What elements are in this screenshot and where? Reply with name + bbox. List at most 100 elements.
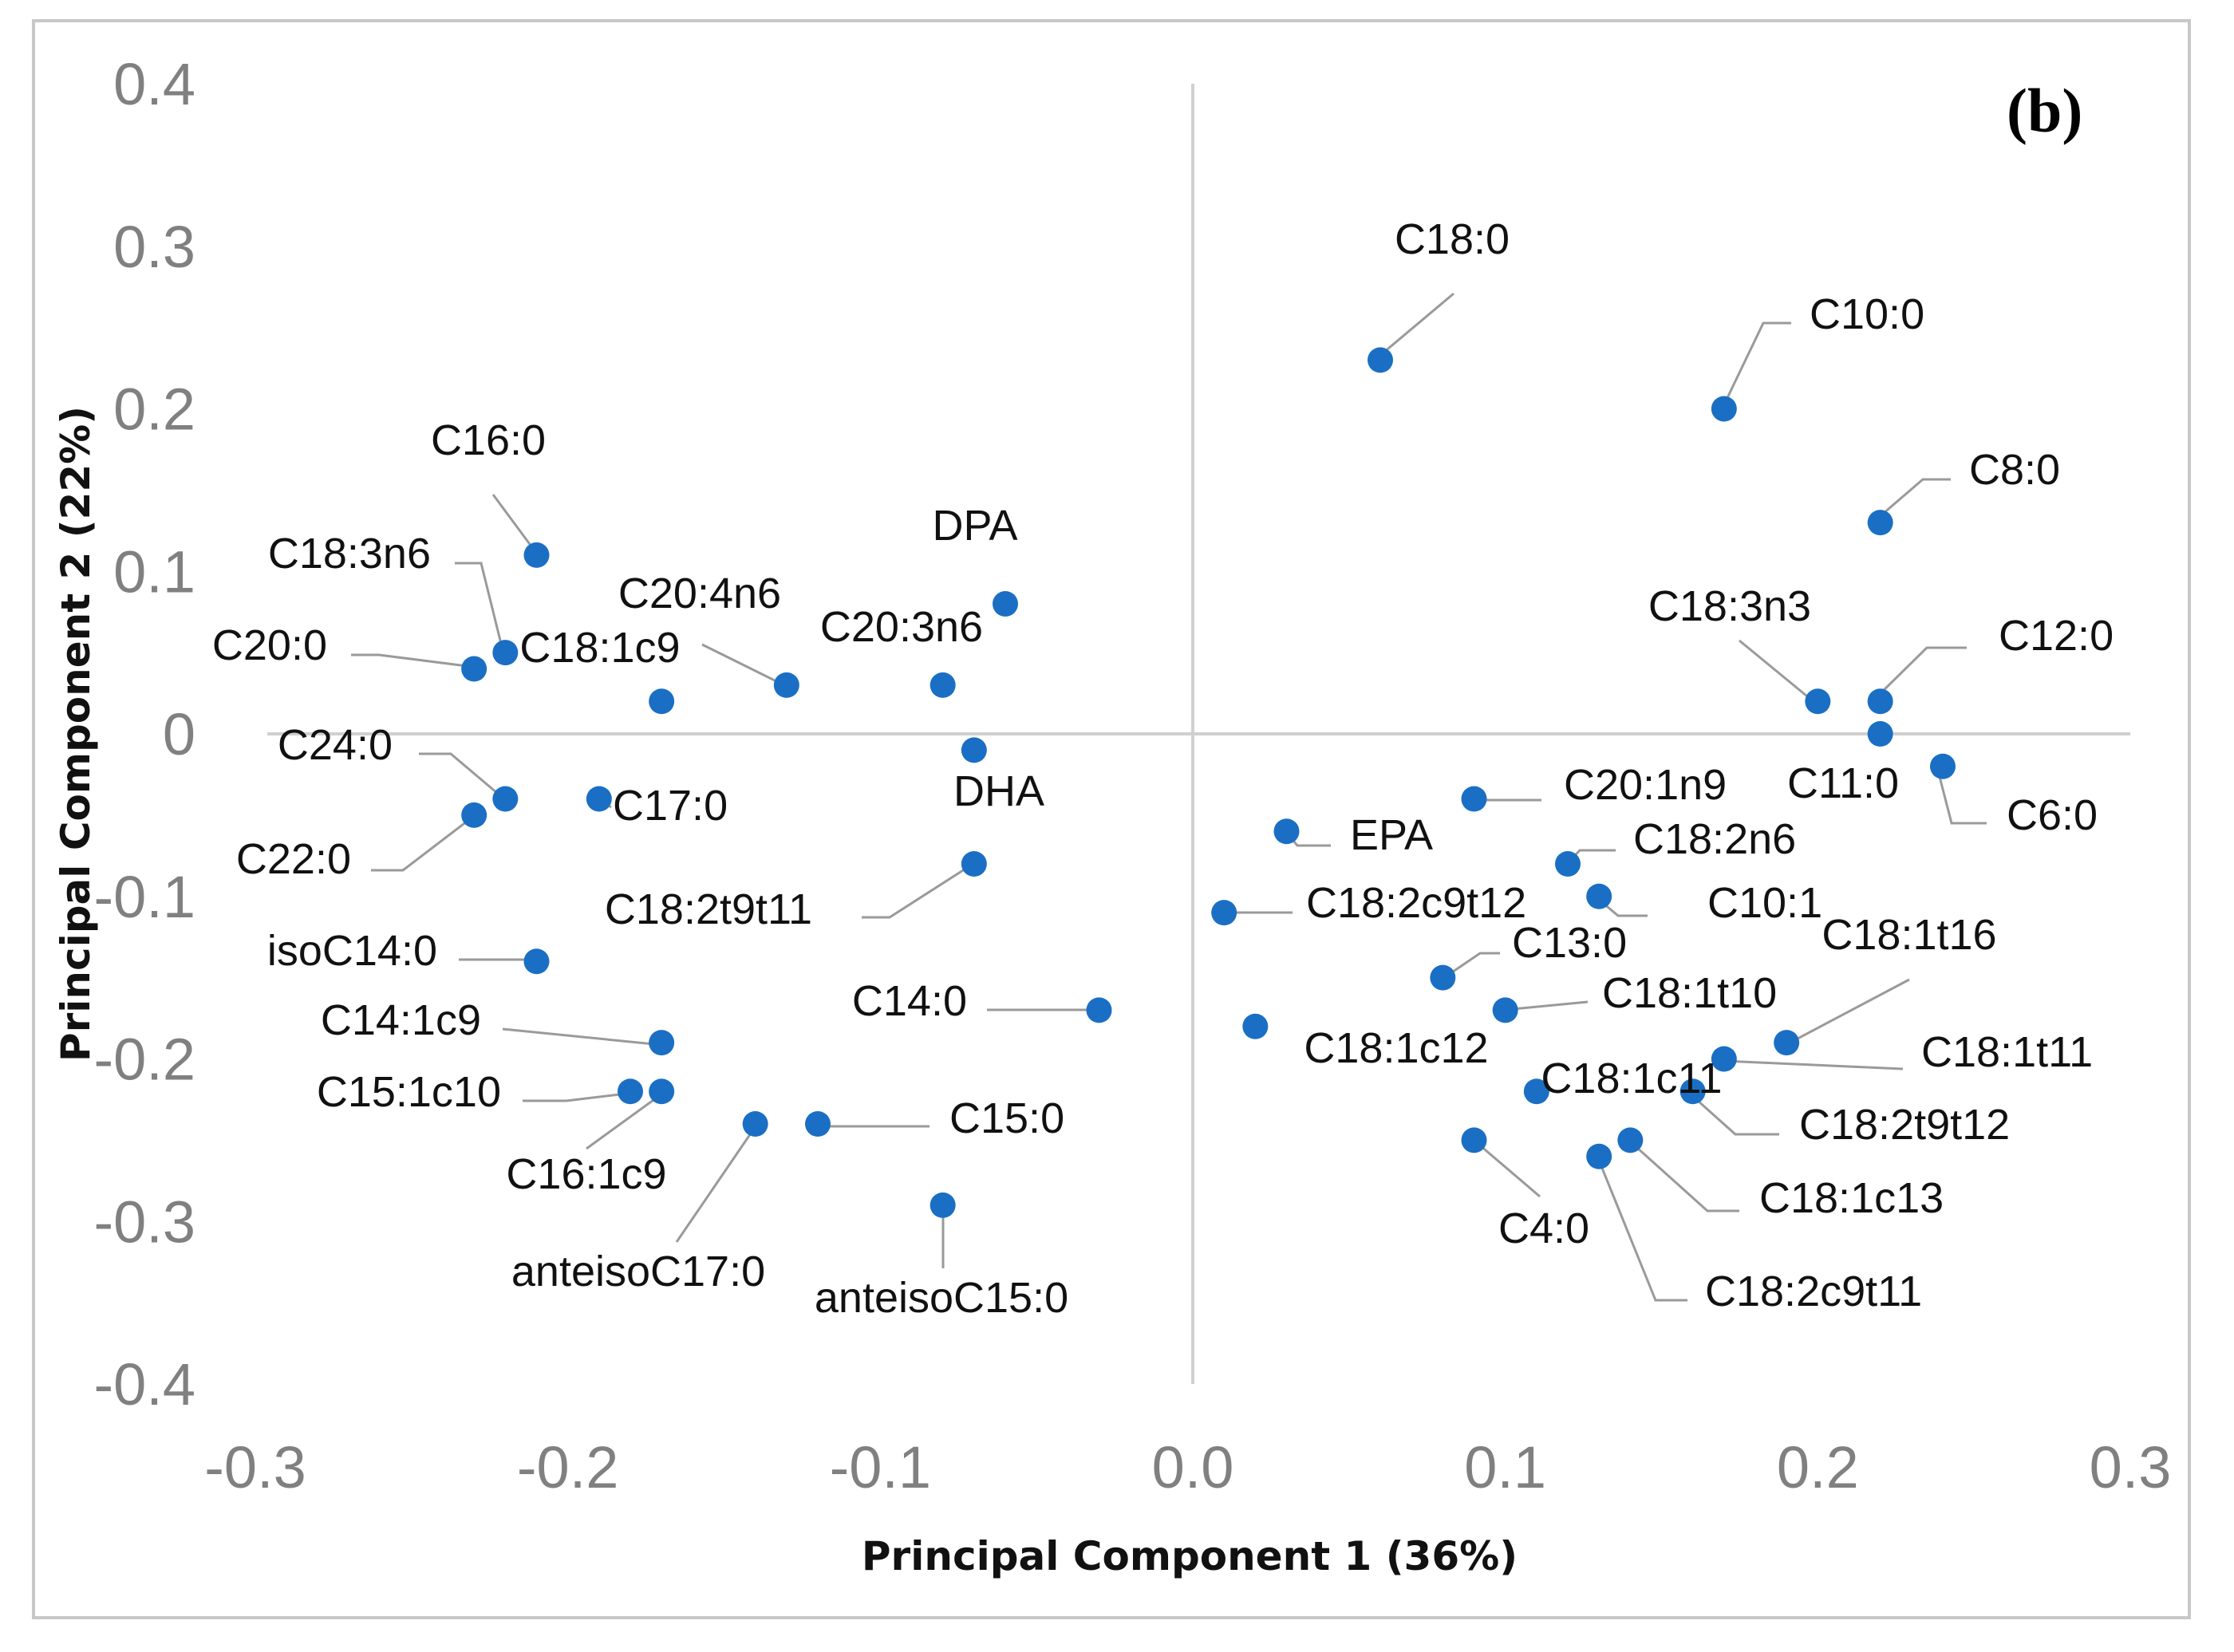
point-label: C17:0 <box>613 782 728 830</box>
point-label: C4:0 <box>1498 1205 1589 1252</box>
leader-line <box>1723 1059 1904 1070</box>
data-point-c18-1c13 <box>1617 1127 1644 1153</box>
data-point-c20-3n6 <box>930 672 956 698</box>
data-point-isoc14-0 <box>523 948 550 975</box>
data-point-c17-0 <box>586 786 612 812</box>
data-point-anteisoc15-0 <box>930 1192 956 1218</box>
data-point-c13-0 <box>1430 964 1456 991</box>
point-label: C18:2c9t11 <box>1705 1268 1922 1315</box>
data-point-c18-1c12 <box>1242 1013 1269 1039</box>
x-axis-title: Principal Component 1 (36%) <box>862 1533 1518 1579</box>
y-tick-label: 0.3 <box>113 214 195 280</box>
data-point-c18-2n6 <box>1555 851 1581 877</box>
point-label: DHA <box>953 767 1044 815</box>
y-tick-label: 0.2 <box>113 377 195 443</box>
point-label: C8:0 <box>1969 446 2060 494</box>
data-point-c4-0 <box>1461 1127 1487 1153</box>
chart-frame <box>32 19 2191 1619</box>
data-point-c14-0 <box>1086 997 1112 1023</box>
leader-line <box>419 752 503 799</box>
point-label: C24:0 <box>278 721 393 769</box>
leader-line <box>1628 1139 1739 1212</box>
data-point-c16-1c9 <box>649 1078 675 1105</box>
leader-line <box>1877 478 1951 520</box>
data-point-c20-4n6 <box>773 672 799 698</box>
point-label: C20:3n6 <box>820 603 983 651</box>
data-point-c24-0 <box>492 786 519 812</box>
point-label: C16:1c9 <box>506 1150 666 1198</box>
leader-line <box>1723 321 1791 404</box>
data-point-c18-1t11 <box>1711 1046 1737 1072</box>
data-point-c20-1n9 <box>1461 786 1487 812</box>
leader-line <box>1442 952 1500 980</box>
point-label: C18:1c12 <box>1304 1024 1488 1072</box>
point-label: C12:0 <box>1999 612 2114 660</box>
data-point-c18-1c11 <box>1523 1078 1549 1105</box>
leader-line <box>1597 1157 1687 1302</box>
point-label: C18:1c11 <box>1541 1055 1722 1102</box>
point-label: C20:0 <box>212 621 327 669</box>
data-point-anteisoc17-0 <box>742 1111 768 1137</box>
data-point-c18-1t10 <box>1492 997 1518 1023</box>
data-point-c10-0 <box>1711 396 1737 422</box>
point-label: C18:3n3 <box>1648 582 1811 630</box>
leader-line <box>862 863 973 919</box>
point-label: C18:1t10 <box>1602 969 1777 1017</box>
point-label: C18:3n6 <box>268 530 431 578</box>
data-point-epa <box>1273 818 1300 845</box>
point-label: C18:0 <box>1395 215 1510 263</box>
leader-line <box>701 643 785 687</box>
point-label: C14:1c9 <box>321 996 481 1044</box>
y-tick-label: -0.1 <box>93 864 195 930</box>
data-point-dha <box>961 737 987 763</box>
data-point-c10-1 <box>1586 883 1612 909</box>
data-point-c18-0 <box>1368 347 1393 373</box>
data-point-c18-2t9t12 <box>1679 1078 1706 1105</box>
point-label: EPA <box>1350 811 1433 859</box>
x-tick-label: 0.1 <box>1464 1434 1546 1500</box>
leader-line <box>351 653 474 668</box>
leader-line <box>491 494 538 554</box>
y-tick-label: -0.4 <box>93 1351 195 1417</box>
point-label: C18:2n6 <box>1633 815 1796 863</box>
point-label: C13:0 <box>1512 919 1627 967</box>
y-axis-title: Principal Component 2 (22%) <box>53 406 99 1062</box>
point-label: C18:1t11 <box>1921 1028 2093 1076</box>
point-label: C15:0 <box>949 1094 1064 1142</box>
point-label: anteisoC15:0 <box>815 1274 1068 1322</box>
point-label: C18:2t9t11 <box>605 885 812 933</box>
y-tick-label: 0 <box>163 701 195 767</box>
y-tick-label: -0.3 <box>93 1189 195 1255</box>
point-label: C18:2c9t12 <box>1306 879 1526 927</box>
point-layer <box>461 347 1956 1218</box>
data-point-dpa <box>993 591 1018 617</box>
point-label: C10:0 <box>1810 290 1924 338</box>
data-point-c18-2c9t11 <box>1586 1143 1612 1169</box>
point-label: C18:1c9 <box>519 624 680 672</box>
point-label: C15:1c10 <box>317 1068 501 1116</box>
y-tick-label: 0.4 <box>113 51 195 117</box>
leader-line <box>1378 292 1454 358</box>
leader-line <box>586 1092 663 1150</box>
leader-line <box>1688 1092 1779 1136</box>
data-point-c18-2c9t12 <box>1211 900 1237 926</box>
leader-line <box>523 1092 627 1102</box>
data-point-c20-0 <box>461 656 487 682</box>
x-tick-label: 0.3 <box>2090 1434 2172 1500</box>
leader-line-layer <box>351 292 1987 1302</box>
data-point-c18-2t9t11 <box>961 851 987 877</box>
point-label: C18:1c13 <box>1759 1174 1944 1222</box>
data-point-c15-1c10 <box>618 1078 643 1105</box>
point-label: C16:0 <box>431 416 546 464</box>
point-label: C18:2t9t12 <box>1799 1101 2010 1149</box>
point-label: C22:0 <box>236 835 351 883</box>
point-label-layer: C18:0 C10:0 C8:0 C18:3n3 C12:0 C11:0 C6:0 C16:0… <box>212 215 2114 1322</box>
data-point-c12-0 <box>1867 688 1893 715</box>
point-label: C10:1 <box>1707 879 1822 927</box>
point-label: DPA <box>932 502 1017 550</box>
data-point-c16-0 <box>523 542 550 568</box>
leader-line <box>1785 978 1910 1047</box>
panel-label: (b) <box>2007 76 2082 145</box>
y-tick-label: 0.1 <box>113 538 195 605</box>
data-point-c18-3n6 <box>492 640 519 666</box>
